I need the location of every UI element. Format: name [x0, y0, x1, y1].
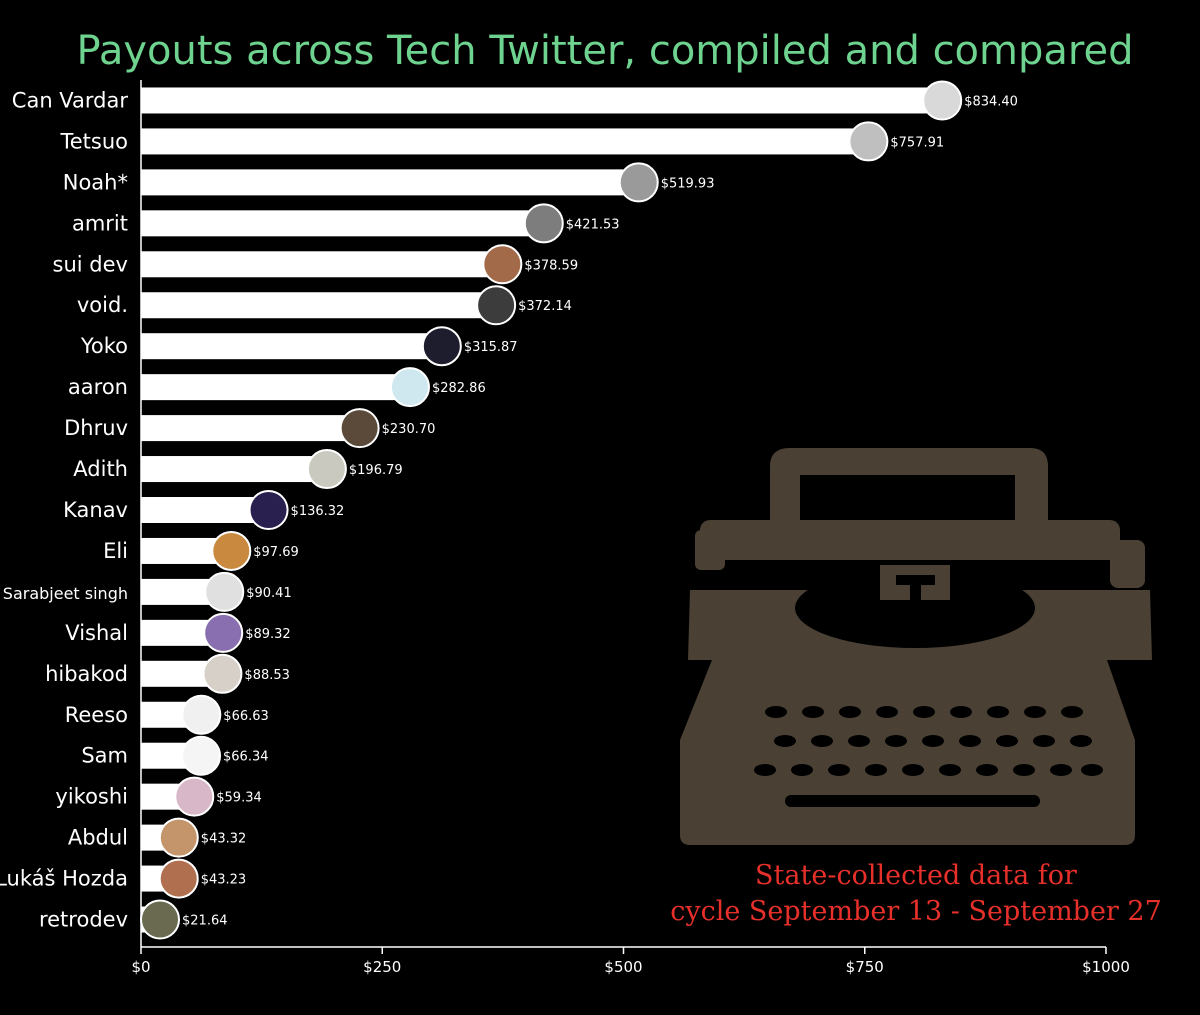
value-label-noah: $519.93: [661, 176, 715, 191]
value-label-can-vardar: $834.40: [964, 94, 1018, 109]
category-label-luk-hozda: Lukáš Hozda: [0, 867, 128, 891]
bar-dhruv: [141, 415, 364, 442]
avatar-icon: [922, 80, 963, 121]
category-label-yikoshi: yikoshi: [55, 785, 128, 809]
category-label-sarabjeet-singh: Sarabjeet singh: [3, 584, 128, 603]
bar-void: [141, 292, 501, 319]
annotation-line-1: State-collected data for: [755, 860, 1077, 891]
bar-yoko: [141, 333, 446, 360]
x-tick-label: $1000: [1082, 958, 1130, 976]
value-label-sui-dev: $378.59: [524, 258, 578, 273]
category-label-kanav: Kanav: [63, 498, 128, 522]
avatar-icon: [181, 735, 222, 776]
avatar-icon: [158, 858, 199, 899]
bar-aaron: [141, 374, 414, 401]
category-label-noah: Noah*: [63, 170, 128, 194]
x-tick-label: $0: [131, 958, 150, 976]
value-label-yikoshi: $59.34: [216, 791, 262, 806]
value-label-hibakod: $88.53: [244, 668, 290, 683]
avatar-icon: [211, 530, 252, 571]
x-tick-label: $500: [604, 958, 642, 976]
annotation-line-2: cycle September 13 - September 27: [670, 896, 1162, 927]
category-label-tetsuo: Tetsuo: [59, 129, 128, 153]
avatar-icon: [203, 612, 244, 653]
category-label-aaron: aaron: [68, 375, 128, 399]
avatar-icon: [306, 449, 347, 490]
x-tick-label: $250: [363, 958, 401, 976]
category-label-eli: Eli: [103, 539, 128, 563]
category-label-adith: Adith: [73, 457, 128, 481]
category-label-retrodev: retrodev: [39, 908, 128, 932]
avatar-icon: [523, 203, 564, 244]
category-label-hibakod: hibakod: [45, 662, 128, 686]
value-label-luk-hozda: $43.23: [201, 873, 247, 888]
avatar-icon: [248, 490, 289, 530]
value-label-vishal: $89.32: [245, 627, 290, 642]
avatar-icon: [204, 571, 245, 612]
bar-tetsuo: [141, 128, 873, 155]
value-label-retrodev: $21.64: [182, 914, 228, 929]
value-label-adith: $196.79: [349, 463, 403, 478]
value-label-dhruv: $230.70: [382, 422, 436, 437]
bar-amrit: [141, 210, 548, 237]
avatar-icon: [848, 121, 889, 162]
bar-adith: [141, 456, 331, 483]
avatar-icon: [174, 776, 215, 817]
avatar-icon: [618, 162, 659, 203]
bar-can-vardar: [141, 87, 947, 114]
typewriter-icon: [680, 448, 1152, 845]
category-label-sam: Sam: [81, 744, 128, 768]
category-label-void: void.: [77, 293, 128, 317]
category-label-yoko: Yoko: [80, 334, 128, 358]
avatar-icon: [476, 285, 517, 326]
category-label-vishal: Vishal: [65, 621, 128, 645]
avatar-icon: [421, 326, 462, 367]
x-tick-label: $750: [846, 958, 884, 976]
category-label-reeso: Reeso: [65, 703, 128, 727]
value-label-sam: $66.34: [223, 750, 269, 765]
value-label-void: $372.14: [518, 299, 572, 314]
value-label-eli: $97.69: [253, 545, 299, 560]
value-label-aaron: $282.86: [432, 381, 486, 396]
category-label-abdul: Abdul: [68, 826, 128, 850]
category-label-can-vardar: Can Vardar: [12, 88, 129, 112]
avatar-icon: [339, 408, 380, 449]
value-label-sarabjeet-singh: $90.41: [246, 586, 292, 601]
value-label-reeso: $66.63: [223, 709, 269, 724]
value-label-abdul: $43.32: [201, 832, 247, 847]
avatar-icon: [140, 899, 180, 940]
category-label-dhruv: Dhruv: [64, 416, 128, 440]
avatar-icon: [202, 653, 243, 694]
category-label-amrit: amrit: [72, 211, 128, 235]
value-label-tetsuo: $757.91: [890, 135, 944, 150]
bar-sui-dev: [141, 251, 507, 278]
bar-noah: [141, 169, 643, 196]
chart-title: Payouts across Tech Twitter, compiled an…: [77, 28, 1134, 74]
avatar-icon: [482, 244, 523, 285]
avatar-icon: [158, 817, 199, 858]
category-label-sui-dev: sui dev: [53, 252, 128, 276]
value-label-yoko: $315.87: [464, 340, 518, 355]
value-label-kanav: $136.32: [291, 504, 345, 519]
avatar-icon: [389, 367, 430, 408]
value-label-amrit: $421.53: [566, 217, 620, 232]
avatar-icon: [181, 694, 222, 735]
